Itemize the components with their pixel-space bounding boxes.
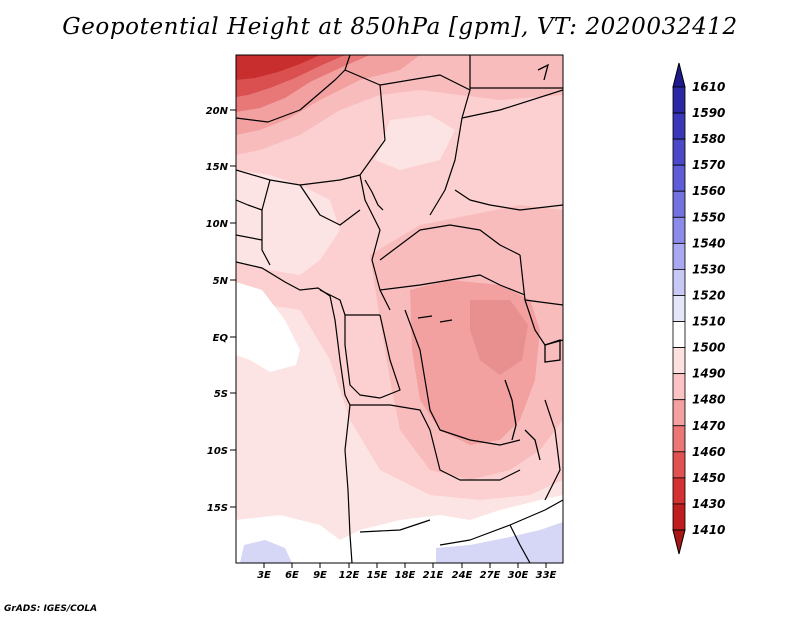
colorbar-label: 1510	[692, 315, 725, 329]
lon-label-12e: 12E	[339, 570, 360, 581]
colorbar-swatch	[672, 138, 686, 166]
colorbar-swatch	[672, 503, 686, 531]
lon-label-27e: 27E	[480, 570, 501, 581]
colorbar-label: 1540	[692, 236, 725, 250]
colorbar-swatch	[672, 216, 686, 244]
colorbar-swatch	[672, 425, 686, 453]
colorbar-label: 1480	[692, 393, 725, 407]
colorbar-swatch	[672, 164, 686, 192]
coastline	[236, 179, 384, 406]
lat-label-15n: 15N	[206, 162, 229, 173]
field-ocean-white	[236, 282, 300, 372]
colorbar-swatch	[672, 190, 686, 218]
colorbar-swatch	[672, 86, 686, 114]
colorbar-label: 1570	[692, 158, 725, 172]
colorbar-label: 1450	[692, 471, 725, 485]
lat-label-5s: 5S	[214, 389, 228, 400]
map-panel	[236, 55, 563, 563]
colorbar-top-arrow	[672, 62, 686, 88]
lat-label-20n: 20N	[206, 106, 229, 117]
footer-credit: GrADS: IGES/COLA	[4, 604, 98, 614]
lon-label-24e: 24E	[452, 570, 473, 581]
colorbar-label: 1470	[692, 419, 725, 433]
lon-label-15e: 15E	[367, 570, 388, 581]
colorbar-swatch	[672, 477, 686, 505]
colorbar-label: 1500	[692, 341, 725, 355]
lakes	[417, 63, 561, 461]
colorbar-label: 1610	[692, 80, 725, 94]
lon-label-30e: 30E	[508, 570, 529, 581]
lon-label-3e: 3E	[257, 570, 271, 581]
lon-label-18e: 18E	[395, 570, 416, 581]
colorbar-label: 1490	[692, 367, 725, 381]
colorbar-swatch	[672, 269, 686, 296]
field-blue-se	[436, 522, 563, 563]
colorbar-label: 1590	[692, 106, 725, 120]
colorbar-swatch	[672, 112, 686, 140]
colorbar-swatch	[672, 295, 686, 322]
field-south-light	[236, 300, 563, 563]
chart-title: Geopotential Height at 850hPa [gpm], VT:…	[62, 14, 738, 40]
colorbar-label: 1580	[692, 132, 725, 146]
lat-label-5n: 5N	[213, 276, 229, 287]
lat-label-10s: 10S	[207, 446, 228, 457]
colorbar: 1610 1590 1580 1570 1560 1550 1540 1530 1520 1510…	[672, 62, 725, 555]
colorbar-label: 1560	[692, 184, 725, 198]
colorbar-swatch	[672, 373, 686, 401]
colorbar-swatch	[672, 399, 686, 427]
field-central-red	[470, 300, 528, 375]
field-sahel-light	[375, 115, 455, 170]
field-north-red3	[236, 55, 320, 80]
colorbar-label: 1460	[692, 445, 725, 459]
lat-label-15s: 15S	[207, 503, 228, 514]
colorbar-label: 1550	[692, 210, 725, 224]
map-frame	[235, 54, 564, 564]
colorbar-swatch	[672, 347, 686, 375]
lon-label-9e: 9E	[313, 570, 327, 581]
colorbar-bottom-arrow	[672, 529, 686, 555]
lon-label-6e: 6E	[285, 570, 299, 581]
lon-label-33e: 33E	[536, 570, 557, 581]
lon-label-21e: 21E	[423, 570, 444, 581]
country-borders	[236, 55, 563, 563]
colorbar-swatch	[672, 242, 686, 270]
lat-axis: 20N 15N 10N 5N EQ 5S 10S 15S	[206, 106, 236, 514]
colorbar-label: 1520	[692, 288, 725, 302]
lon-axis: 3E 6E 9E 12E 15E 18E 21E 24E 27E 30E 33E	[257, 563, 557, 581]
colorbar-label: 1530	[692, 262, 725, 276]
colorbar-swatch	[672, 451, 686, 479]
colorbar-swatch	[672, 321, 686, 348]
lat-label-10n: 10N	[206, 219, 229, 230]
field-blue-sw	[240, 540, 292, 563]
colorbar-label: 1430	[692, 497, 725, 511]
colorbar-label: 1410	[692, 523, 725, 537]
lat-label-eq: EQ	[213, 333, 229, 344]
